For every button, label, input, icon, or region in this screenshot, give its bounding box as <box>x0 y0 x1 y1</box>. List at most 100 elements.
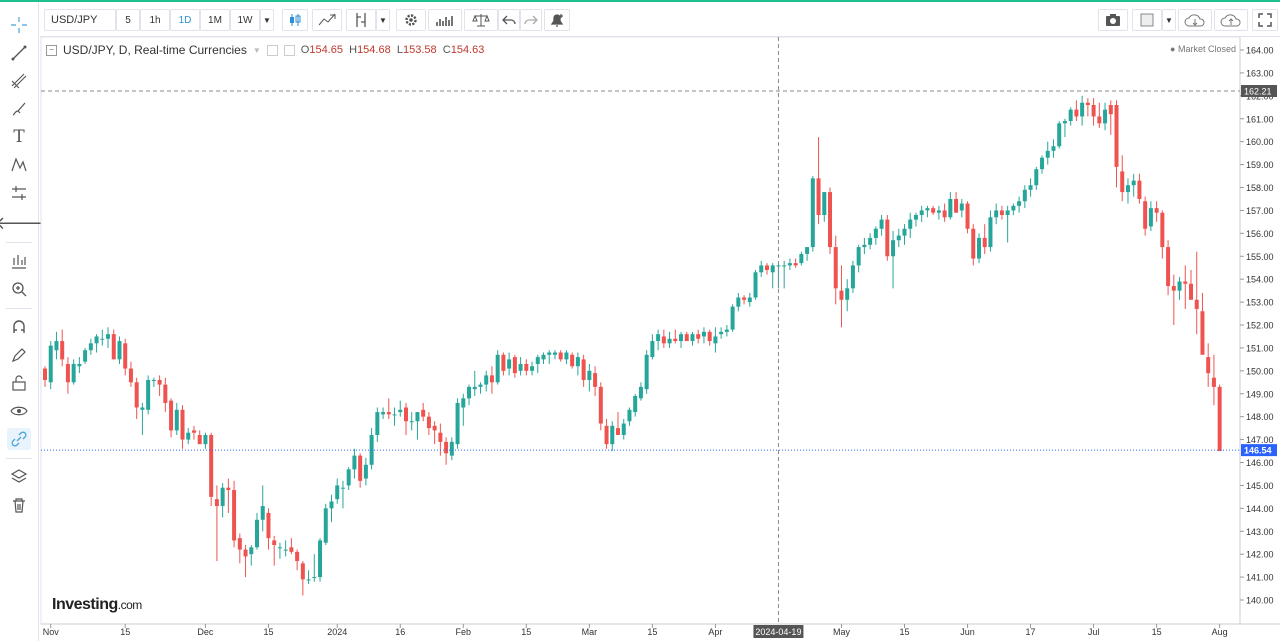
volume-bars-icon[interactable] <box>428 9 462 31</box>
x-tick-label: Mar <box>582 627 598 637</box>
symbol-search-input[interactable]: USD/JPY <box>44 9 116 31</box>
legend-dropdown-icon[interactable]: ▼ <box>252 45 261 55</box>
candle-body <box>793 263 798 266</box>
candle-body <box>1183 281 1188 284</box>
candle-body <box>759 265 764 273</box>
interval-dropdown-icon[interactable]: ▼ <box>260 9 274 31</box>
magnet-icon[interactable] <box>7 316 31 338</box>
y-tick-label: 153.00 <box>1246 298 1274 308</box>
lock-icon[interactable] <box>7 372 31 394</box>
y-tick-label: 163.00 <box>1246 68 1274 78</box>
compare-icon[interactable] <box>312 9 342 31</box>
legend-collapse-icon[interactable]: − <box>46 44 57 56</box>
y-tick-label: 142.00 <box>1246 550 1274 560</box>
candle-body <box>300 563 305 580</box>
candle-body <box>352 455 357 470</box>
undo-icon[interactable] <box>498 9 520 31</box>
candle-body <box>1148 208 1153 227</box>
candle-body <box>197 435 202 445</box>
legend-close-icon[interactable] <box>283 44 295 56</box>
interval-button-active[interactable]: 1D <box>170 9 200 31</box>
candle-body <box>1045 150 1050 158</box>
screenshot-camera-icon[interactable] <box>1098 9 1128 31</box>
candle-body <box>696 334 701 339</box>
candle-body <box>1051 146 1056 151</box>
candle-body <box>902 228 907 236</box>
text-tool-icon[interactable]: T <box>13 127 25 147</box>
settings-gear-icon[interactable] <box>396 9 426 31</box>
candle-body <box>828 192 833 248</box>
candle-body <box>1120 171 1125 193</box>
candle-body <box>558 352 563 360</box>
candle-body <box>203 435 208 445</box>
candle-body <box>575 357 580 367</box>
trend-line-icon[interactable] <box>7 42 31 64</box>
candle-body <box>403 407 408 422</box>
candle-body <box>272 540 277 545</box>
cloud-load-icon[interactable] <box>1214 9 1248 31</box>
layout-dropdown-icon[interactable]: ▼ <box>1162 9 1176 31</box>
crosshair-icon[interactable] <box>7 14 31 36</box>
candle-body <box>214 499 219 507</box>
candle-body <box>564 352 569 360</box>
candle-body <box>71 363 76 383</box>
fullscreen-icon[interactable] <box>1252 9 1278 31</box>
candle-body <box>266 512 271 539</box>
x-tick-label: Dec <box>197 627 214 637</box>
balance-scale-icon[interactable] <box>464 9 498 31</box>
interval-button[interactable]: 1h <box>140 9 170 31</box>
candle-body <box>822 192 827 215</box>
candle-body <box>816 178 821 215</box>
prediction-icon[interactable] <box>7 182 31 204</box>
candle-body <box>931 208 936 213</box>
x-tick-label: 15 <box>120 627 130 637</box>
candle-body <box>1143 201 1148 229</box>
candle-body <box>776 265 781 267</box>
y-tick-label: 162.00 <box>1246 91 1274 101</box>
candle-body <box>879 219 884 229</box>
alert-bell-icon[interactable] <box>544 9 570 31</box>
cloud-save-icon[interactable] <box>1178 9 1212 31</box>
indicators-dropdown-icon[interactable]: ▼ <box>376 9 390 31</box>
candle-body <box>489 375 494 383</box>
candle-body <box>805 247 810 254</box>
pencil-lock-icon[interactable] <box>7 344 31 366</box>
fib-retracement-icon[interactable] <box>7 70 31 92</box>
x-tick-label: Apr <box>708 627 722 637</box>
trash-icon[interactable] <box>7 494 31 516</box>
indicators-icon[interactable] <box>346 9 376 31</box>
candle-body <box>547 352 552 355</box>
candle-body <box>850 265 855 289</box>
measure-icon[interactable] <box>7 250 31 272</box>
candle-body <box>1189 283 1193 300</box>
redo-icon[interactable] <box>520 9 542 31</box>
candle-body <box>226 487 231 490</box>
interval-button[interactable]: 1M <box>200 9 230 31</box>
brush-icon[interactable] <box>7 98 31 120</box>
candle-body <box>134 382 139 408</box>
arrow-left-icon[interactable]: 🡐 <box>0 212 44 233</box>
candle-body <box>295 551 300 562</box>
candle-body <box>398 409 403 413</box>
chart-layout-icon[interactable] <box>1132 9 1162 31</box>
interval-button[interactable]: 1W <box>230 9 260 31</box>
eye-icon[interactable] <box>7 400 31 422</box>
legend-settings-icon[interactable] <box>266 44 278 56</box>
candle-body <box>1131 180 1136 186</box>
pattern-icon[interactable] <box>7 154 31 176</box>
candle-body <box>885 219 890 257</box>
candle-body <box>146 380 151 410</box>
x-tick-label: 15 <box>1152 627 1162 637</box>
layers-icon[interactable] <box>7 466 31 488</box>
y-tick-label: 140.00 <box>1246 596 1274 606</box>
candle-body <box>530 366 535 371</box>
zoom-in-icon[interactable] <box>7 278 31 300</box>
market-status: ● Market Closed <box>1170 44 1236 54</box>
interval-button[interactable]: 5 <box>116 9 140 31</box>
candles-chart-type-icon[interactable] <box>282 9 308 31</box>
candle-body <box>484 375 489 385</box>
link-icon[interactable] <box>7 428 31 450</box>
y-tick-label: 143.00 <box>1246 527 1274 537</box>
crosshair-price-label: 162.21 <box>1244 87 1272 97</box>
